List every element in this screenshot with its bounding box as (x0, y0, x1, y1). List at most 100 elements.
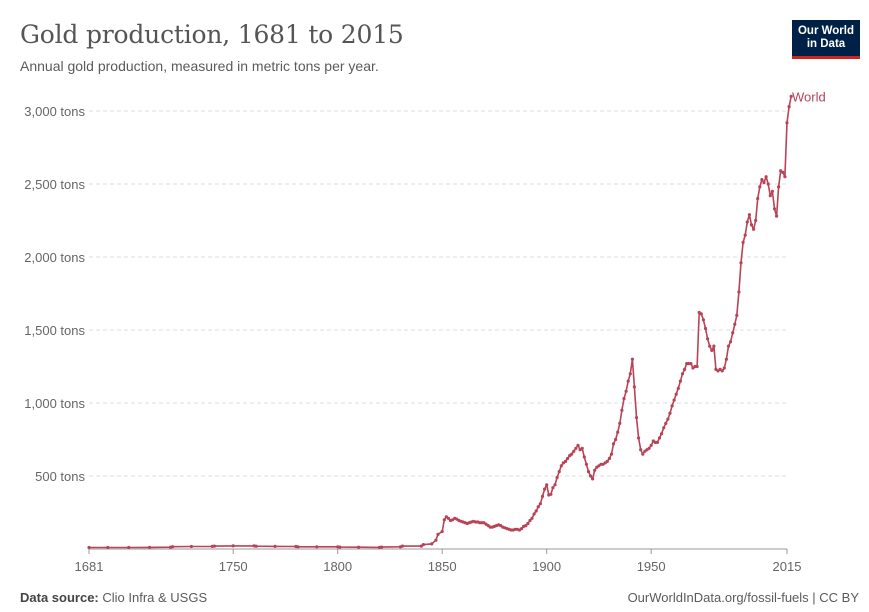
series-world[interactable] (87, 94, 793, 550)
x-tick-label-5: 1950 (637, 559, 666, 574)
data-point-31 (446, 516, 450, 520)
source-link[interactable]: OurWorldInData.org/fossil-fuels | CC BY (627, 590, 859, 605)
data-point-29 (442, 518, 446, 522)
legend: World (792, 89, 826, 104)
data-point-184 (766, 182, 770, 186)
data-point-27 (436, 532, 440, 537)
data-point-124 (641, 452, 645, 456)
data-point-157 (710, 348, 714, 352)
data-point-131 (655, 440, 660, 444)
data-point-193 (785, 121, 789, 125)
data-point-119 (630, 357, 635, 361)
chart-title: Gold production, 1681 to 2015 (20, 20, 404, 49)
data-point-163 (722, 366, 726, 370)
y-tick-label-4: 2,500 tons (24, 177, 85, 192)
data-point-81 (551, 486, 555, 490)
data-point-111 (614, 437, 618, 442)
data-point-171 (739, 261, 743, 265)
data-point-127 (647, 446, 651, 450)
logo-line-2: in Data (806, 38, 846, 50)
data-point-176 (749, 223, 754, 227)
data-point-144 (683, 367, 687, 371)
data-point-172 (741, 240, 745, 244)
data-point-93 (576, 443, 580, 447)
y-tick-label-1: 1,000 tons (24, 396, 85, 411)
data-point-133 (660, 432, 664, 436)
data-point-136 (666, 417, 670, 421)
data-point-123 (639, 448, 643, 452)
data-point-164 (724, 357, 729, 361)
data-point-3 (148, 545, 152, 550)
data-point-24 (421, 543, 425, 547)
data-point-78 (545, 483, 549, 487)
data-point-99 (589, 474, 593, 478)
data-point-138 (670, 404, 674, 408)
data-point-132 (657, 436, 662, 440)
data-point-68 (524, 524, 528, 528)
data-point-14 (296, 545, 300, 549)
data-point-71 (530, 516, 534, 520)
data-point-143 (680, 372, 685, 376)
x-tick-label-0: 1681 (75, 559, 104, 574)
data-point-15 (315, 545, 319, 549)
data-point-152 (699, 312, 703, 316)
data-point-142 (678, 379, 683, 383)
data-point-153 (701, 318, 706, 322)
data-point-187 (772, 207, 777, 211)
data-point-139 (672, 398, 676, 402)
data-point-167 (731, 331, 735, 335)
data-point-69 (526, 521, 530, 526)
data-point-192 (783, 175, 787, 179)
data-source-label: Data source: (20, 590, 99, 605)
gridlines (89, 110, 787, 477)
data-point-120 (632, 385, 637, 389)
data-point-117 (626, 379, 630, 383)
y-axis-labels: 500 tons 1,000 tons 1,500 tons 2,000 tons 2,… (24, 104, 85, 484)
data-point-20 (380, 545, 384, 549)
series-line-0 (89, 96, 792, 549)
data-point-178 (754, 218, 758, 223)
logo-line-1: Our World (797, 25, 854, 37)
data-point-135 (664, 421, 668, 425)
y-tick-label-5: 3,000 tons (24, 104, 85, 119)
data-point-158 (712, 344, 716, 348)
data-point-66 (520, 527, 524, 531)
data-point-155 (706, 337, 710, 341)
data-point-18 (357, 545, 361, 549)
data-point-137 (668, 411, 672, 415)
data-point-156 (708, 344, 712, 348)
data-point-165 (726, 344, 731, 348)
data-point-170 (737, 290, 741, 294)
owid-logo[interactable]: Our World in Data (792, 20, 860, 59)
data-point-162 (720, 369, 724, 373)
data-point-182 (762, 180, 766, 185)
data-point-115 (622, 397, 626, 401)
data-point-112 (616, 430, 620, 434)
data-point-96 (582, 455, 586, 459)
data-point-150 (695, 364, 699, 369)
data-point-110 (611, 442, 616, 446)
data-point-147 (689, 362, 693, 366)
data-point-0 (87, 545, 91, 550)
data-point-72 (532, 512, 536, 516)
data-point-169 (735, 313, 739, 317)
data-point-174 (745, 220, 749, 224)
data-point-175 (747, 213, 752, 217)
x-tick-label-4: 1900 (532, 559, 561, 574)
data-point-122 (637, 436, 641, 440)
data-point-73 (534, 509, 538, 513)
data-point-109 (609, 452, 614, 456)
data-point-195 (789, 94, 793, 98)
data-point-116 (624, 389, 628, 393)
data-point-70 (528, 518, 532, 523)
data-source: Data source: Clio Infra & USGS (20, 590, 207, 605)
data-point-90 (570, 452, 574, 456)
data-point-26 (434, 538, 438, 542)
data-point-186 (770, 189, 775, 193)
x-tick-label-3: 1850 (428, 559, 457, 574)
data-point-179 (756, 197, 760, 201)
y-tick-label-0: 500 tons (35, 469, 85, 484)
data-point-121 (634, 416, 639, 420)
data-point-75 (538, 502, 543, 506)
